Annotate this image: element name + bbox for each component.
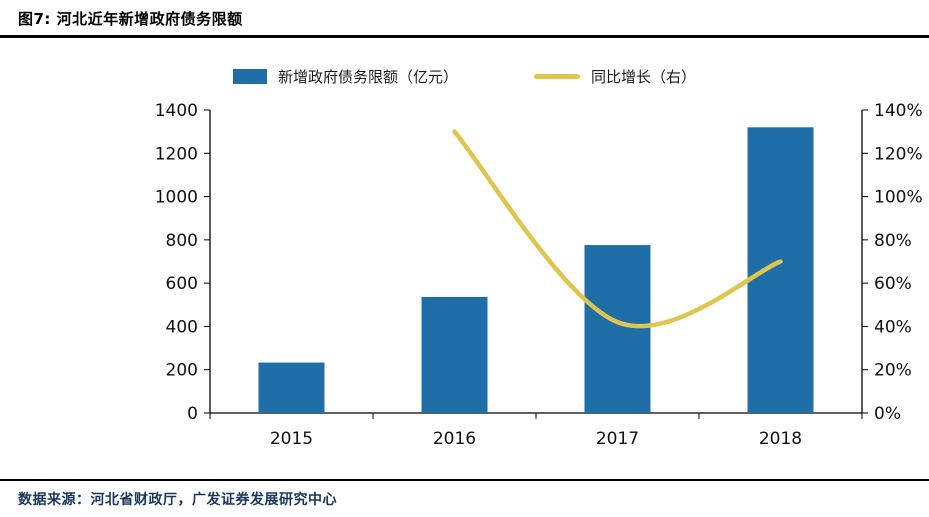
right-axis-tick-label: 60% (874, 274, 912, 294)
right-axis-tick-label: 20% (874, 361, 912, 381)
left-axis-tick-label: 800 (166, 231, 198, 251)
line-series-label: 同比增长（右） (591, 68, 697, 86)
right-axis-tick-label: 0% (874, 404, 901, 424)
bar-series-swatch (232, 69, 267, 84)
x-axis-label: 2018 (759, 429, 802, 449)
bar-2017 (584, 245, 651, 413)
right-axis-tick-label: 140% (874, 101, 923, 121)
right-axis-tick-label: 40% (874, 317, 912, 337)
yoy-growth-line (452, 129, 783, 329)
left-axis-tick-label: 1200 (155, 144, 198, 164)
combo-chart: 0 200 400 600 800 1000 1200 1400 0% 20% 40% 60% 80% 1… (155, 101, 923, 449)
left-axis-tick-label: 1000 (155, 188, 198, 208)
x-axis-label: 2016 (433, 429, 476, 449)
left-axis-tick-label: 0 (187, 404, 198, 424)
x-axis-label: 2017 (596, 429, 639, 449)
right-axis-tick-label: 80% (874, 231, 912, 251)
chart-legend: 新增政府债务限额（亿元） 同比增长（右） (0, 66, 929, 87)
legend-item-bar-series: 新增政府债务限额（亿元） (232, 66, 458, 87)
right-axis-tick-label: 120% (874, 144, 923, 164)
left-axis-tick-label: 600 (166, 274, 198, 294)
left-axis-tick-label: 400 (166, 317, 198, 337)
figure-header: 图7: 河北近年新增政府债务限额 (0, 0, 929, 38)
left-axis-tick-label: 1400 (155, 101, 198, 121)
bar-series-label: 新增政府债务限额（亿元） (277, 68, 458, 86)
figure-title: 图7: 河北近年新增政府债务限额 (18, 10, 243, 28)
right-axis-tick-label: 100% (874, 188, 923, 208)
bar-2018 (747, 127, 814, 414)
left-axis-tick-label: 200 (166, 361, 198, 381)
bar-2015 (258, 362, 325, 413)
bar-2016 (421, 296, 488, 413)
x-axis-label: 2015 (270, 429, 313, 449)
data-source: 数据来源：河北省财政厅，广发证券发展研究中心 (18, 492, 337, 508)
figure-footer: 数据来源：河北省财政厅，广发证券发展研究中心 (0, 479, 929, 509)
line-series-swatch (534, 74, 580, 79)
legend-item-line-series: 同比增长（右） (534, 66, 696, 87)
